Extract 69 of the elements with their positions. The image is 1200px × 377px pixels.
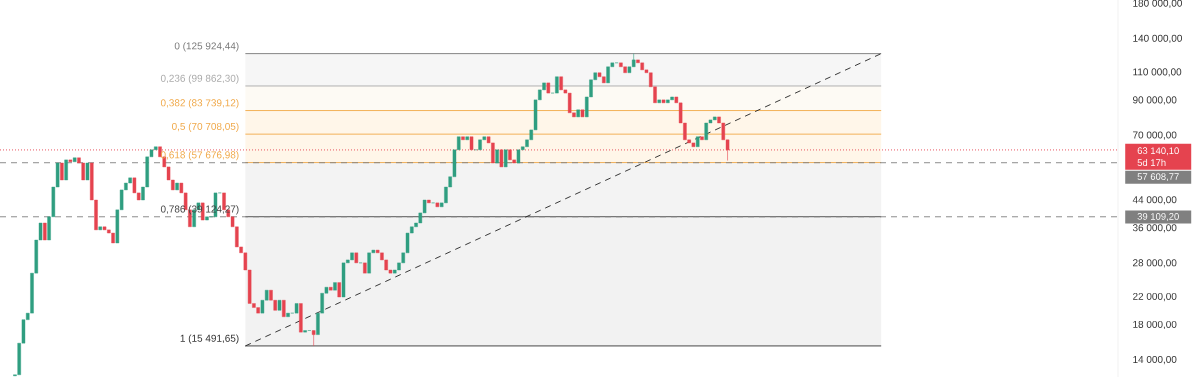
candlestick — [670, 96, 674, 101]
candlestick — [43, 222, 47, 241]
candlestick — [499, 149, 504, 168]
candlestick — [503, 149, 508, 168]
candlestick — [691, 142, 696, 147]
ref-line-label: 57 608,77 — [1137, 173, 1179, 182]
candlestick — [311, 330, 316, 347]
candlestick — [102, 226, 107, 231]
candlestick — [367, 252, 371, 274]
text: 5d 17h — [1137, 159, 1166, 166]
y-tick-label: 22 000,00 — [1133, 292, 1177, 302]
y-tick-label: 70 000,00 — [1133, 131, 1177, 140]
candlestick — [465, 136, 469, 140]
ref-line-label: 63 140,10 — [1137, 147, 1179, 156]
ref-line-label: 0,236 (99 862,30) — [160, 74, 239, 84]
candlestick — [303, 330, 307, 333]
candlestick — [282, 300, 286, 317]
candlestick — [580, 109, 585, 118]
candlestick — [363, 262, 367, 274]
candlestick — [495, 149, 499, 164]
candlestick — [700, 136, 704, 140]
candlestick — [427, 199, 431, 204]
candlestick — [478, 139, 482, 150]
candlestick — [435, 202, 440, 207]
candlestick — [286, 312, 290, 317]
y-tick-label: 18 000,00 — [1133, 320, 1177, 330]
candlestick — [205, 216, 209, 221]
candlestick — [695, 136, 700, 147]
y-tick-label: 44 000,00 — [1132, 196, 1177, 205]
candlestick — [661, 99, 666, 104]
candlestick — [354, 252, 359, 264]
candlestick — [299, 303, 303, 333]
candlestick — [555, 76, 559, 94]
candlestick — [200, 202, 205, 221]
y-tick-label: 36 000,00 — [1132, 224, 1177, 233]
candlestick — [333, 282, 337, 291]
candlestick — [341, 262, 346, 298]
candlestick — [546, 82, 551, 94]
candlestick — [256, 307, 260, 314]
candlestick — [350, 252, 354, 261]
candlestick — [277, 300, 282, 311]
candlestick — [576, 109, 580, 118]
candlestick — [85, 162, 90, 181]
candlestick — [60, 162, 64, 181]
candlestick — [111, 232, 115, 244]
candlestick — [666, 99, 670, 104]
candlestick — [294, 303, 299, 314]
y-tick-label: 14 000,00 — [1133, 355, 1177, 365]
candlestick — [516, 149, 521, 164]
y-tick-label: 110 000,00 — [1133, 68, 1182, 77]
ref-line-label: 0,5 (70 708,05) — [171, 122, 239, 132]
ref-line-label: 0,382 (83 739,12) — [160, 99, 239, 109]
y-tick-label: 28 000,00 — [1133, 259, 1177, 268]
candlestick — [68, 159, 73, 162]
y-tick-label: 140 000,00 — [1133, 34, 1182, 43]
y-tick-label: 90 000,00 — [1132, 96, 1177, 105]
ref-line-label: 1 (15 491,65) — [180, 334, 239, 344]
candlestick — [64, 159, 68, 181]
candlestick — [461, 136, 465, 140]
candlestick — [328, 287, 333, 291]
ref-line-label: 39 109,20 — [1137, 213, 1179, 221]
candlestick — [175, 182, 179, 191]
candlestick — [337, 282, 341, 298]
candlestick — [98, 226, 103, 231]
candlestick — [623, 66, 627, 73]
candlestick — [657, 99, 662, 104]
ref-line-label: 0 (125 924,44) — [174, 42, 239, 52]
candlestick — [72, 157, 77, 162]
y-tick-label: 180 000,00 — [1133, 0, 1182, 8]
